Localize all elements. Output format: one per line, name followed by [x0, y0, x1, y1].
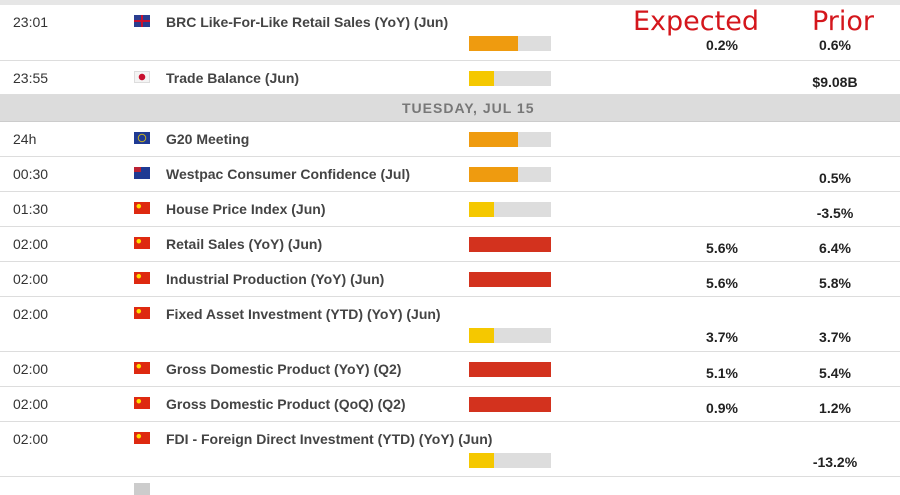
impact-fill-high	[469, 237, 551, 252]
event-time: 02:00	[13, 396, 49, 412]
expected-value: 5.6%	[706, 275, 738, 291]
impact-bar	[469, 132, 551, 147]
event-time: 23:01	[13, 14, 49, 30]
economic-calendar: 23:01 BRC Like-For-Like Retail Sales (YoY…	[0, 5, 900, 495]
kr-flag-icon	[134, 71, 150, 83]
event-title[interactable]: FDI - Foreign Direct Investment (YTD) (Y…	[166, 431, 493, 447]
event-row[interactable]: 00:30 Westpac Consumer Confidence (Jul) 0.…	[0, 157, 900, 192]
au-flag-icon	[134, 167, 150, 179]
prior-value: 6.4%	[819, 240, 851, 256]
impact-fill-low	[469, 328, 494, 343]
event-time: 02:00	[13, 361, 49, 377]
impact-bar	[469, 36, 551, 51]
impact-bar	[469, 272, 551, 287]
prior-value: -3.5%	[816, 205, 854, 221]
next-row-partial	[0, 477, 900, 495]
expected-value: 3.7%	[706, 329, 738, 345]
date-header: TUESDAY, JUL 15	[0, 95, 900, 122]
expected-value: 5.6%	[706, 240, 738, 256]
expected-annotation: Expected	[633, 6, 759, 37]
event-time: 00:30	[13, 166, 49, 182]
event-time: 23:55	[13, 70, 49, 86]
expected-value: 5.1%	[706, 365, 738, 381]
previous-row-edge	[0, 0, 900, 5]
impact-fill-medium	[469, 36, 519, 51]
cn-flag-icon	[134, 362, 150, 374]
impact-fill-medium	[469, 167, 519, 182]
event-time: 01:30	[13, 201, 49, 217]
event-time: 24h	[13, 131, 37, 147]
date-header-label: TUESDAY, JUL 15	[402, 100, 535, 116]
event-row[interactable]: 02:00 Industrial Production (YoY) (Jun) 5.…	[0, 262, 900, 297]
cn-flag-icon	[134, 272, 150, 284]
impact-bar	[469, 237, 551, 252]
event-title[interactable]: G20 Meeting	[166, 131, 250, 147]
uk-flag-icon	[134, 15, 150, 27]
eu-flag-icon	[134, 132, 150, 144]
prior-value: 0.6%	[819, 37, 851, 53]
impact-bar	[469, 328, 551, 343]
event-time: 02:00	[13, 236, 49, 252]
impact-bar	[469, 167, 551, 182]
event-row[interactable]: 23:55 Trade Balance (Jun) $9.08B	[0, 61, 900, 95]
impact-bar	[469, 453, 551, 468]
event-title[interactable]: Gross Domestic Product (YoY) (Q2)	[166, 361, 402, 377]
event-title[interactable]: Gross Domestic Product (QoQ) (Q2)	[166, 396, 406, 412]
expected-value: 0.9%	[706, 400, 738, 416]
event-title[interactable]: House Price Index (Jun)	[166, 201, 326, 217]
event-row[interactable]: 02:00 Gross Domestic Product (QoQ) (Q2) 0.…	[0, 387, 900, 422]
event-row[interactable]: 02:00 Fixed Asset Investment (YTD) (YoY) …	[0, 297, 900, 352]
impact-fill-high	[469, 272, 551, 287]
cn-flag-icon	[134, 237, 150, 249]
event-title[interactable]: Fixed Asset Investment (YTD) (YoY) (Jun)	[166, 306, 441, 322]
event-row[interactable]: 23:01 BRC Like-For-Like Retail Sales (YoY…	[0, 5, 900, 61]
prior-value: -13.2%	[812, 454, 858, 470]
event-title[interactable]: BRC Like-For-Like Retail Sales (YoY) (Ju…	[166, 14, 449, 30]
event-title[interactable]: Trade Balance (Jun)	[166, 70, 300, 86]
prior-value: 3.7%	[819, 329, 851, 345]
flag-icon	[134, 483, 150, 495]
expected-value: 0.2%	[706, 37, 738, 53]
impact-fill-low	[469, 453, 494, 468]
prior-annotation: Prior	[812, 6, 875, 37]
impact-bar	[469, 397, 551, 412]
cn-flag-icon	[134, 397, 150, 409]
impact-bar	[469, 71, 551, 86]
impact-bar	[469, 362, 551, 377]
event-row[interactable]: 02:00 Gross Domestic Product (YoY) (Q2) 5.…	[0, 352, 900, 387]
impact-bar	[469, 202, 551, 217]
event-time: 02:00	[13, 431, 49, 447]
event-row[interactable]: 02:00 Retail Sales (YoY) (Jun) 5.6% 6.4%	[0, 227, 900, 262]
cn-flag-icon	[134, 202, 150, 214]
event-time: 02:00	[13, 271, 49, 287]
event-time: 02:00	[13, 306, 49, 322]
prior-value: $9.08B	[812, 74, 858, 90]
event-title[interactable]: Industrial Production (YoY) (Jun)	[166, 271, 385, 287]
event-title[interactable]: Westpac Consumer Confidence (Jul)	[166, 166, 411, 182]
prior-value: 0.5%	[819, 170, 851, 186]
prior-value: 5.8%	[819, 275, 851, 291]
impact-fill-high	[469, 362, 551, 377]
cn-flag-icon	[134, 432, 150, 444]
prior-value: 1.2%	[819, 400, 851, 416]
impact-fill-low	[469, 71, 494, 86]
event-row[interactable]: 24h G20 Meeting	[0, 122, 900, 157]
impact-fill-medium	[469, 132, 519, 147]
prior-value: 5.4%	[819, 365, 851, 381]
impact-fill-low	[469, 202, 494, 217]
event-row[interactable]: 01:30 House Price Index (Jun) -3.5%	[0, 192, 900, 227]
cn-flag-icon	[134, 307, 150, 319]
impact-fill-high	[469, 397, 551, 412]
event-row[interactable]: 02:00 FDI - Foreign Direct Investment (YT…	[0, 422, 900, 477]
event-title[interactable]: Retail Sales (YoY) (Jun)	[166, 236, 323, 252]
